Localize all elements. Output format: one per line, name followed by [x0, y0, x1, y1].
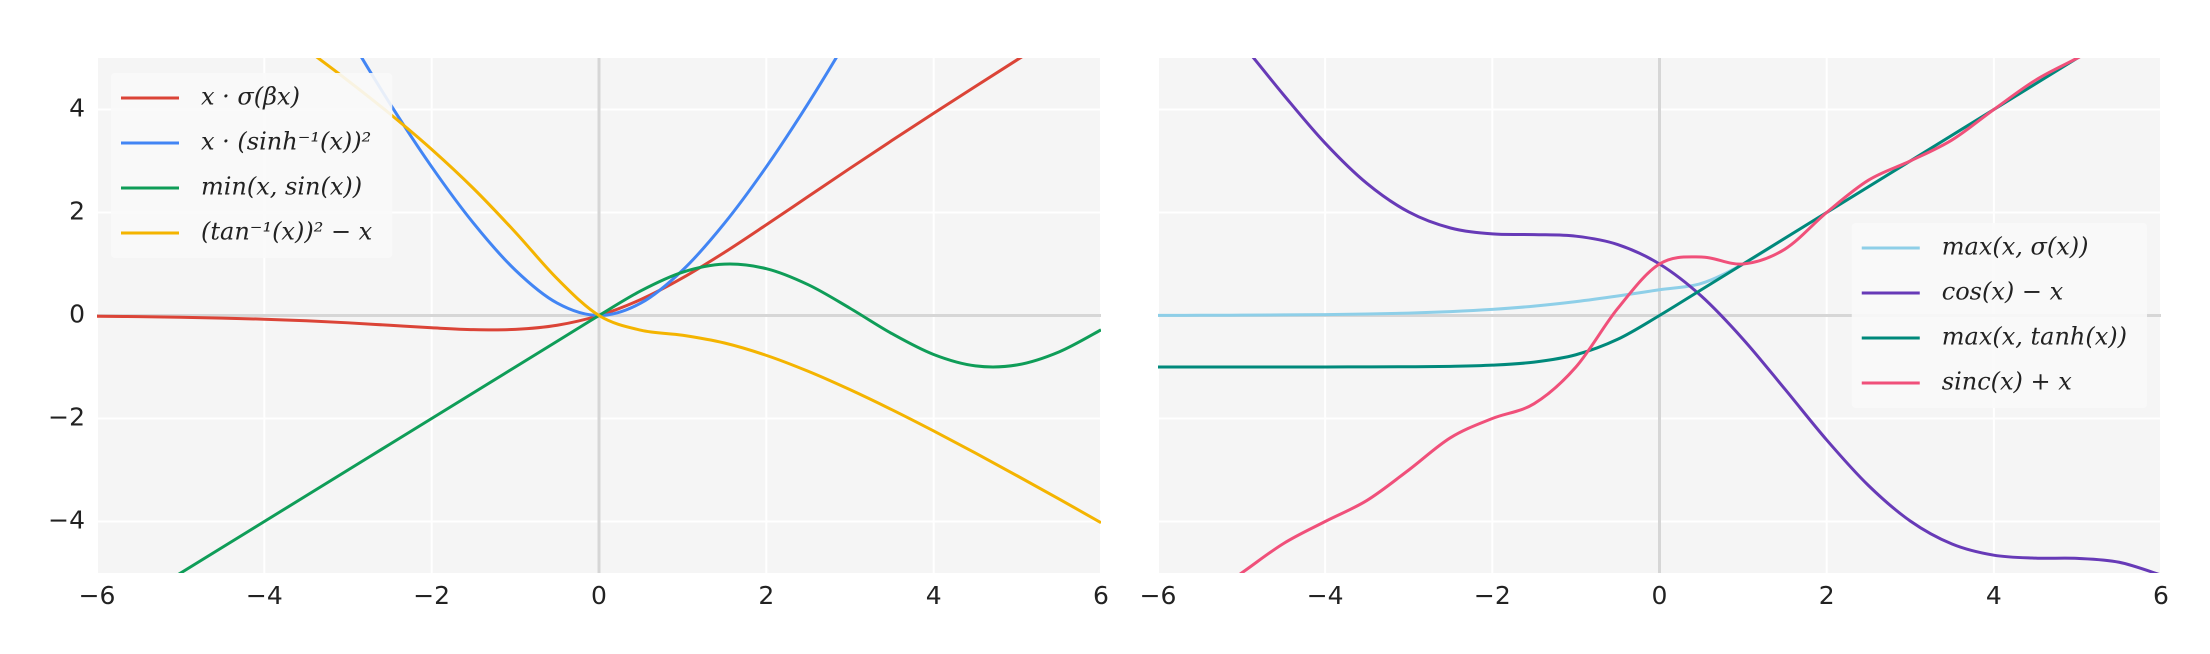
legend-item: max(x, σ(x))	[1861, 233, 2089, 261]
legend-label: min(x, sin(x))	[201, 173, 362, 201]
x-tick-label: −4	[1307, 581, 1344, 610]
plot: −6 −4 −2 0 2 4 6 max(x, σ(x)) cos(x) − x max(x, t…	[1140, 58, 2169, 610]
y-tick-label: 0	[69, 300, 85, 329]
x-tick-label: −6	[79, 581, 116, 610]
legend-label: sinc(x) + x	[1942, 368, 2073, 396]
legend-label: max(x, σ(x))	[1942, 233, 2089, 261]
legend-item: x · (sinh⁻¹(x))²	[121, 128, 371, 156]
line	[315, 58, 1101, 525]
x-tick-label: 0	[591, 581, 607, 610]
y-tick-label: −4	[48, 506, 85, 535]
legend-item: (tan⁻¹(x))² − x	[121, 218, 373, 246]
legend-box	[111, 73, 393, 258]
legend-item: sinc(x) + x	[1861, 368, 2073, 396]
legend-label: max(x, tanh(x))	[1942, 323, 2127, 351]
x-tick-label: 6	[1093, 581, 1109, 610]
plot: −6 −4 −2 0 2 4 6 −4 −2 0 2 4 x · σ(βx) x · (sinh⁻¹(x)…	[48, 58, 1109, 610]
x-tick-label: −2	[413, 581, 450, 610]
line	[1238, 58, 2081, 573]
x-tick-label: 6	[2153, 581, 2169, 610]
legend-item: min(x, sin(x))	[121, 173, 362, 201]
x-tick-label: −6	[1140, 581, 1177, 610]
x-tick-label: 2	[1819, 581, 1835, 610]
x-tick-label: 4	[926, 581, 942, 610]
x-tick-label: −4	[246, 581, 283, 610]
legend-box	[1851, 223, 2147, 408]
legend-item: cos(x) − x	[1861, 278, 2064, 306]
legend-item: max(x, tanh(x))	[1861, 323, 2127, 351]
x-tick-label: 4	[1986, 581, 2002, 610]
legend-label: cos(x) − x	[1942, 278, 2064, 306]
legend-item: x · σ(βx)	[121, 83, 300, 111]
legend: x · σ(βx) x · (sinh⁻¹(x))² min(x, sin(x)) (…	[111, 73, 393, 258]
legend-label: x · σ(βx)	[201, 83, 300, 111]
y-tick-label: 4	[69, 94, 85, 123]
y-tick-label: −2	[48, 403, 85, 432]
x-tick-label: 2	[758, 581, 774, 610]
x-tick-label: 0	[1652, 581, 1668, 610]
legend: max(x, σ(x)) cos(x) − x max(x, tanh(x)) sin…	[1851, 223, 2147, 408]
y-tick-label: 2	[69, 197, 85, 226]
legend-label: x · (sinh⁻¹(x))²	[201, 128, 371, 156]
x-tick-label: −2	[1474, 581, 1511, 610]
legend-label: (tan⁻¹(x))² − x	[201, 218, 373, 246]
